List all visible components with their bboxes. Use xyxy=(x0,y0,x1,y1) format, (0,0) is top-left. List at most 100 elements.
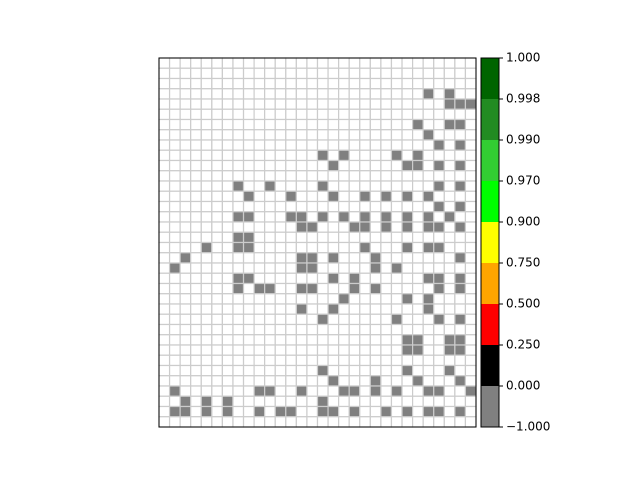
heatmap-cell-filled xyxy=(306,282,319,295)
heatmap-cell xyxy=(200,272,213,285)
heatmap-cell xyxy=(359,170,371,182)
heatmap-cell xyxy=(285,416,297,428)
heatmap-cell xyxy=(369,241,382,254)
heatmap-cell xyxy=(200,77,213,90)
heatmap-cell xyxy=(242,395,255,408)
colorbar-segment xyxy=(481,222,499,263)
heatmap-cell xyxy=(433,354,445,367)
heatmap-cell xyxy=(443,354,456,367)
heatmap-cell xyxy=(412,88,424,100)
heatmap-cell xyxy=(306,211,319,223)
heatmap-cell xyxy=(306,180,319,192)
heatmap-cell xyxy=(179,303,192,315)
heatmap-cell xyxy=(464,231,477,244)
heatmap-cell xyxy=(327,416,340,428)
heatmap-cell xyxy=(190,180,202,192)
heatmap-cell xyxy=(316,67,329,80)
colorbar-tick-label: 0.990 xyxy=(506,133,540,147)
heatmap-cell xyxy=(285,282,297,295)
heatmap-cell xyxy=(264,303,276,315)
heatmap-cell xyxy=(158,67,171,80)
heatmap-cell xyxy=(401,395,414,408)
heatmap-cell xyxy=(190,67,202,80)
heatmap-cell xyxy=(412,416,424,428)
heatmap-cell xyxy=(401,118,414,131)
heatmap-cell xyxy=(190,354,202,367)
heatmap-cell xyxy=(285,252,297,264)
heatmap-cell xyxy=(211,231,223,244)
heatmap-cell xyxy=(158,159,171,172)
heatmap-cell-filled xyxy=(369,252,382,264)
heatmap-cell-filled xyxy=(454,272,467,285)
heatmap-cell-filled xyxy=(443,118,456,131)
heatmap-cell xyxy=(179,98,192,110)
heatmap-cell xyxy=(190,272,202,285)
heatmap-cell xyxy=(253,395,266,408)
heatmap-cell xyxy=(190,405,202,418)
heatmap-cell-filled xyxy=(454,375,467,387)
heatmap-cell xyxy=(422,170,435,182)
heatmap-cell xyxy=(264,272,276,285)
heatmap-cell xyxy=(401,57,414,69)
heatmap-cell xyxy=(221,77,234,90)
heatmap-cell-filled xyxy=(454,282,467,295)
heatmap-cell-filled xyxy=(316,364,329,377)
heatmap-cell xyxy=(348,211,361,223)
heatmap-cell xyxy=(422,364,435,377)
heatmap-cell xyxy=(274,241,287,254)
heatmap-cell xyxy=(338,364,350,377)
heatmap-cell xyxy=(168,67,181,80)
heatmap-cell xyxy=(211,190,223,203)
heatmap-cell xyxy=(464,200,477,213)
heatmap-cell xyxy=(306,293,319,305)
heatmap-cell xyxy=(221,180,234,192)
heatmap-cell xyxy=(380,334,393,346)
heatmap-cell xyxy=(274,375,287,387)
heatmap-cell xyxy=(390,67,403,80)
heatmap-cell xyxy=(359,313,371,326)
heatmap-cell xyxy=(390,180,403,192)
heatmap-cell xyxy=(443,170,456,182)
heatmap-cell xyxy=(168,180,181,192)
heatmap-cell xyxy=(168,200,181,213)
heatmap-cell xyxy=(338,77,350,90)
heatmap-cell xyxy=(190,108,202,121)
heatmap-cell xyxy=(454,88,467,100)
heatmap-cell xyxy=(348,334,361,346)
heatmap-cell xyxy=(464,272,477,285)
heatmap-cell xyxy=(412,108,424,121)
heatmap-cell xyxy=(380,364,393,377)
heatmap-cell xyxy=(401,149,414,162)
heatmap-cell xyxy=(158,98,171,110)
heatmap-cell xyxy=(211,354,223,367)
heatmap-cell xyxy=(158,252,171,264)
heatmap-cell-filled xyxy=(401,241,414,254)
heatmap-cell xyxy=(348,313,361,326)
heatmap-cell xyxy=(338,272,350,285)
heatmap-cell xyxy=(158,57,171,69)
heatmap-cell xyxy=(327,313,340,326)
heatmap-cell xyxy=(190,375,202,387)
heatmap-cell xyxy=(464,108,477,121)
heatmap-cell xyxy=(454,108,467,121)
heatmap-cell xyxy=(295,231,308,244)
heatmap-cell xyxy=(190,252,202,264)
heatmap-cell-filled xyxy=(285,211,297,223)
heatmap-cell xyxy=(168,395,181,408)
heatmap-cell xyxy=(401,262,414,274)
heatmap-cell xyxy=(158,293,171,305)
heatmap-cell xyxy=(369,129,382,141)
heatmap-cell xyxy=(369,88,382,100)
heatmap-cell xyxy=(190,211,202,223)
heatmap-cell-filled xyxy=(369,262,382,274)
heatmap-cell xyxy=(211,241,223,254)
heatmap-cell xyxy=(401,272,414,285)
heatmap-cell-filled xyxy=(422,211,435,223)
heatmap-cell xyxy=(348,108,361,121)
heatmap-cell-filled xyxy=(327,405,340,418)
heatmap-cell xyxy=(168,149,181,162)
heatmap-cell xyxy=(168,129,181,141)
heatmap-cell xyxy=(401,313,414,326)
heatmap-cell xyxy=(274,118,287,131)
heatmap-cell xyxy=(221,98,234,110)
